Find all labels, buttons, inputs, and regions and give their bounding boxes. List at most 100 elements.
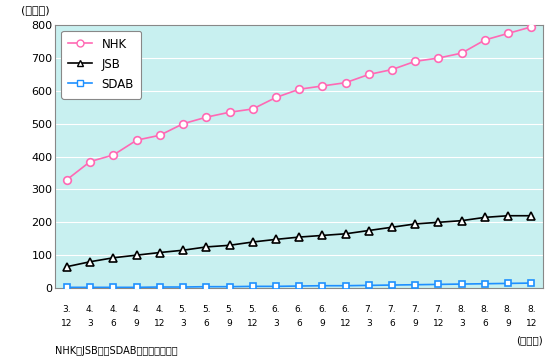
SDAB — [319, 284, 326, 288]
Text: 8.: 8. — [504, 305, 512, 314]
SDAB — [226, 284, 233, 289]
NHK — [505, 31, 511, 36]
Text: 4.: 4. — [156, 305, 164, 314]
Legend: NHK, JSB, SDAB: NHK, JSB, SDAB — [61, 31, 141, 99]
SDAB — [389, 283, 396, 287]
Text: 6.: 6. — [271, 305, 280, 314]
JSB — [87, 260, 94, 264]
NHK — [389, 67, 396, 72]
Line: JSB: JSB — [63, 212, 535, 270]
Text: 6: 6 — [203, 319, 209, 328]
NHK — [342, 81, 349, 85]
NHK — [134, 138, 140, 142]
NHK — [366, 72, 372, 77]
Text: 4.: 4. — [132, 305, 141, 314]
Text: 12: 12 — [247, 319, 258, 328]
Text: 12: 12 — [61, 319, 73, 328]
JSB — [505, 213, 511, 218]
JSB — [366, 228, 372, 233]
SDAB — [505, 281, 511, 285]
SDAB — [412, 283, 419, 287]
Text: 6.: 6. — [341, 305, 350, 314]
NHK — [157, 133, 163, 138]
NHK — [296, 87, 302, 91]
Text: 7.: 7. — [434, 305, 443, 314]
Text: 6: 6 — [389, 319, 395, 328]
SDAB — [110, 285, 117, 289]
Text: 5.: 5. — [248, 305, 257, 314]
Text: (年月末): (年月末) — [516, 335, 543, 345]
Line: SDAB: SDAB — [64, 280, 535, 291]
JSB — [458, 219, 465, 223]
NHK — [412, 59, 419, 63]
Text: 8.: 8. — [527, 305, 536, 314]
SDAB — [435, 282, 442, 287]
SDAB — [249, 284, 256, 288]
SDAB — [273, 284, 279, 288]
JSB — [226, 243, 233, 247]
JSB — [157, 250, 163, 255]
SDAB — [203, 284, 209, 289]
Text: 6: 6 — [482, 319, 488, 328]
NHK — [319, 84, 326, 88]
JSB — [203, 245, 209, 249]
NHK — [528, 25, 535, 29]
SDAB — [64, 285, 70, 289]
Text: 3: 3 — [273, 319, 279, 328]
Text: 4.: 4. — [109, 305, 117, 314]
Text: 12: 12 — [526, 319, 537, 328]
NHK — [481, 38, 488, 42]
Text: 3: 3 — [366, 319, 372, 328]
SDAB — [157, 285, 163, 289]
JSB — [64, 265, 70, 269]
SDAB — [528, 281, 535, 285]
Text: (万契約): (万契約) — [21, 5, 50, 15]
Text: 5.: 5. — [179, 305, 187, 314]
NHK — [87, 159, 94, 164]
Text: 9: 9 — [227, 319, 232, 328]
JSB — [481, 215, 488, 220]
Text: 4.: 4. — [86, 305, 95, 314]
Text: 9: 9 — [505, 319, 511, 328]
Text: 12: 12 — [154, 319, 166, 328]
Text: 12: 12 — [340, 319, 351, 328]
Text: 8.: 8. — [458, 305, 466, 314]
NHK — [273, 95, 279, 100]
Text: 6: 6 — [296, 319, 302, 328]
NHK — [226, 110, 233, 114]
Text: 3: 3 — [88, 319, 93, 328]
NHK — [249, 107, 256, 111]
Text: 5.: 5. — [225, 305, 234, 314]
Line: NHK: NHK — [63, 23, 535, 183]
NHK — [458, 51, 465, 55]
Text: NHK、JSB及びSDAB資料により作成: NHK、JSB及びSDAB資料により作成 — [55, 346, 178, 356]
Text: 5.: 5. — [202, 305, 211, 314]
SDAB — [296, 284, 302, 288]
Text: 9: 9 — [412, 319, 418, 328]
SDAB — [342, 284, 349, 288]
Text: 9: 9 — [320, 319, 325, 328]
SDAB — [134, 285, 140, 289]
Text: 7.: 7. — [388, 305, 396, 314]
SDAB — [179, 285, 186, 289]
JSB — [249, 240, 256, 244]
JSB — [273, 237, 279, 242]
JSB — [296, 235, 302, 239]
JSB — [342, 231, 349, 236]
JSB — [179, 248, 186, 252]
NHK — [179, 122, 186, 126]
NHK — [435, 56, 442, 60]
JSB — [528, 213, 535, 218]
Text: 3: 3 — [459, 319, 465, 328]
SDAB — [458, 282, 465, 286]
JSB — [319, 233, 326, 238]
JSB — [134, 253, 140, 257]
Text: 7.: 7. — [365, 305, 373, 314]
Text: 3.: 3. — [63, 305, 71, 314]
SDAB — [87, 285, 94, 289]
SDAB — [481, 282, 488, 286]
JSB — [412, 222, 419, 226]
NHK — [64, 177, 70, 182]
SDAB — [366, 283, 372, 288]
Text: 3: 3 — [180, 319, 186, 328]
